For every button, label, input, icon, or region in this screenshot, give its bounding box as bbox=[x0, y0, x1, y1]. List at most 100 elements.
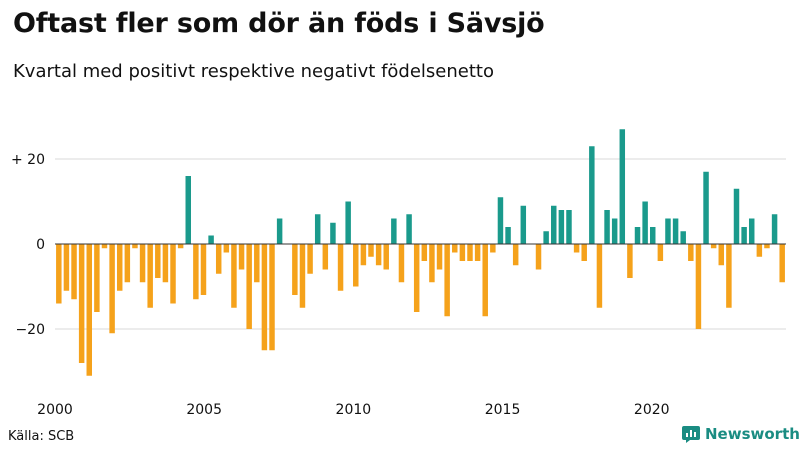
bar-90 bbox=[741, 227, 747, 244]
bar-2 bbox=[71, 244, 77, 300]
bar-18 bbox=[193, 244, 199, 300]
bar-23 bbox=[231, 244, 237, 308]
bar-51 bbox=[444, 244, 450, 317]
x-tick-label-0: 2000 bbox=[37, 402, 73, 418]
bar-74 bbox=[619, 129, 626, 244]
bar-60 bbox=[512, 244, 519, 266]
y-axis-ticks: + 20 0 −20 bbox=[11, 152, 45, 338]
bar-48 bbox=[421, 244, 428, 261]
gridlines bbox=[55, 158, 786, 330]
bar-63 bbox=[535, 244, 542, 270]
bar-93 bbox=[764, 244, 770, 249]
bar-13 bbox=[155, 244, 161, 278]
bar-59 bbox=[505, 227, 511, 244]
chart-title: Oftast fler som dör än föds i Sävsjö bbox=[13, 8, 545, 39]
bar-12 bbox=[147, 244, 153, 308]
bar-36 bbox=[330, 222, 336, 244]
bar-44 bbox=[391, 218, 397, 244]
bar-29 bbox=[276, 218, 283, 244]
bar-72 bbox=[604, 210, 610, 244]
bar-42 bbox=[375, 244, 382, 266]
bar-46 bbox=[406, 214, 412, 244]
y-tick-label-1: 0 bbox=[36, 237, 45, 253]
bar-15 bbox=[170, 244, 176, 304]
x-axis-ticks: 2000 2005 2010 2015 2020 bbox=[37, 402, 669, 418]
bar-32 bbox=[299, 244, 306, 308]
bar-69 bbox=[581, 244, 587, 261]
bar-43 bbox=[383, 244, 389, 270]
bar-25 bbox=[246, 244, 252, 329]
bar-52 bbox=[452, 244, 458, 253]
bar-27 bbox=[261, 244, 268, 351]
bar-95 bbox=[779, 244, 785, 283]
bar-41 bbox=[368, 244, 374, 257]
bar-20 bbox=[208, 235, 214, 244]
bar-49 bbox=[429, 244, 435, 283]
x-tick-label-1: 2005 bbox=[186, 402, 222, 418]
bar-81 bbox=[672, 218, 679, 244]
bar-91 bbox=[748, 218, 755, 244]
chart-logo-icon bbox=[682, 426, 700, 443]
bar-88 bbox=[726, 244, 732, 308]
bar-3 bbox=[78, 244, 85, 363]
bar-14 bbox=[162, 244, 169, 283]
bar-84 bbox=[695, 244, 702, 329]
bar-56 bbox=[482, 244, 488, 317]
bar-34 bbox=[314, 214, 321, 244]
bar-77 bbox=[642, 201, 648, 244]
bar-92 bbox=[756, 244, 763, 257]
bar-16 bbox=[177, 244, 184, 249]
bar-7 bbox=[109, 244, 115, 334]
bar-71 bbox=[596, 244, 603, 308]
bar-17 bbox=[185, 176, 191, 244]
source-note: Källa: SCB bbox=[8, 429, 75, 444]
bar-53 bbox=[459, 244, 466, 261]
bar-0 bbox=[56, 244, 62, 304]
bar-28 bbox=[269, 244, 275, 351]
bars bbox=[56, 129, 785, 376]
bar-5 bbox=[94, 244, 100, 312]
bar-37 bbox=[337, 244, 344, 291]
bar-22 bbox=[223, 244, 230, 253]
bar-75 bbox=[627, 244, 633, 278]
bar-65 bbox=[551, 205, 557, 244]
bar-64 bbox=[543, 231, 549, 244]
bar-68 bbox=[573, 244, 580, 253]
bar-33 bbox=[307, 244, 313, 274]
bar-50 bbox=[436, 244, 443, 270]
bar-1 bbox=[63, 244, 70, 291]
bar-82 bbox=[680, 231, 686, 244]
x-tick-label-3: 2015 bbox=[485, 402, 521, 418]
bar-24 bbox=[238, 244, 245, 270]
bar-11 bbox=[139, 244, 146, 283]
bar-57 bbox=[490, 244, 496, 253]
chart-subtitle: Kvartal med positivt respektive negativt… bbox=[13, 61, 494, 82]
x-tick-label-4: 2020 bbox=[634, 402, 670, 418]
bar-78 bbox=[650, 227, 656, 244]
bar-83 bbox=[688, 244, 694, 261]
brand-name: Newsworthy bbox=[705, 425, 800, 443]
bar-47 bbox=[413, 244, 420, 312]
bar-94 bbox=[771, 214, 778, 244]
bar-79 bbox=[657, 244, 664, 261]
bar-39 bbox=[353, 244, 359, 287]
bar-80 bbox=[665, 218, 671, 244]
bar-21 bbox=[215, 244, 222, 274]
brand-logo: Newsworthy bbox=[681, 424, 800, 444]
bar-86 bbox=[710, 244, 717, 249]
bar-85 bbox=[703, 171, 709, 244]
bar-4 bbox=[86, 244, 92, 376]
bar-26 bbox=[254, 244, 260, 283]
bar-40 bbox=[360, 244, 367, 266]
x-tick-label-2: 2010 bbox=[336, 402, 372, 418]
bar-31 bbox=[292, 244, 298, 295]
bar-38 bbox=[345, 201, 351, 244]
bar-76 bbox=[634, 227, 641, 244]
bar-89 bbox=[733, 188, 740, 244]
bar-73 bbox=[611, 218, 618, 244]
bar-8 bbox=[116, 244, 123, 291]
bar-67 bbox=[566, 210, 572, 244]
bar-66 bbox=[558, 210, 565, 244]
bar-35 bbox=[322, 244, 329, 270]
